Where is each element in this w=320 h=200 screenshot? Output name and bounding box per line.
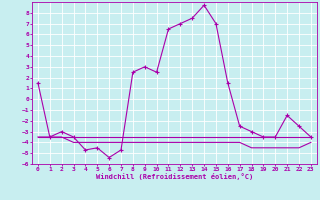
X-axis label: Windchill (Refroidissement éolien,°C): Windchill (Refroidissement éolien,°C) (96, 173, 253, 180)
